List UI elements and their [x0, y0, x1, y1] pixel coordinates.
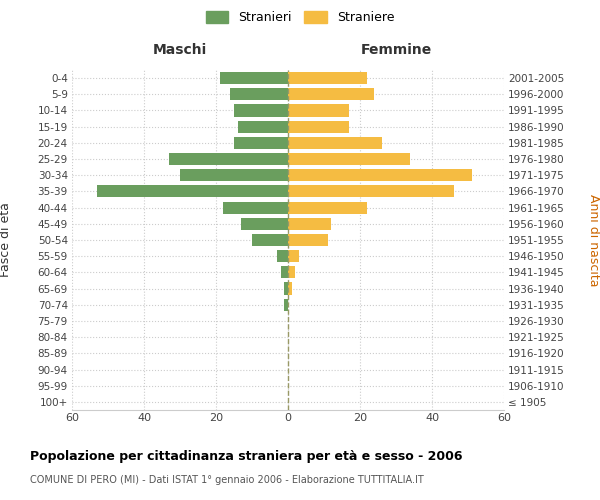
Bar: [234, 137, 288, 149]
Bar: [288, 72, 367, 84]
Text: COMUNE DI PERO (MI) - Dati ISTAT 1° gennaio 2006 - Elaborazione TUTTITALIA.IT: COMUNE DI PERO (MI) - Dati ISTAT 1° genn…: [30, 475, 424, 485]
Bar: [288, 120, 349, 132]
Bar: [288, 104, 349, 117]
Bar: [284, 298, 288, 311]
Bar: [288, 282, 292, 294]
Text: Femmine: Femmine: [361, 44, 431, 58]
Text: Fasce di età: Fasce di età: [0, 202, 13, 278]
Bar: [288, 137, 382, 149]
Bar: [223, 202, 288, 213]
Bar: [288, 153, 410, 165]
Bar: [169, 153, 288, 165]
Bar: [180, 169, 288, 181]
Bar: [238, 120, 288, 132]
Bar: [234, 104, 288, 117]
Text: Anni di nascita: Anni di nascita: [587, 194, 600, 286]
Text: Popolazione per cittadinanza straniera per età e sesso - 2006: Popolazione per cittadinanza straniera p…: [30, 450, 463, 463]
Bar: [288, 169, 472, 181]
Legend: Stranieri, Straniere: Stranieri, Straniere: [201, 6, 399, 29]
Bar: [288, 266, 295, 278]
Bar: [220, 72, 288, 84]
Bar: [288, 186, 454, 198]
Bar: [288, 250, 299, 262]
Bar: [252, 234, 288, 246]
Bar: [230, 88, 288, 101]
Bar: [241, 218, 288, 230]
Text: Maschi: Maschi: [153, 44, 207, 58]
Bar: [97, 186, 288, 198]
Bar: [281, 266, 288, 278]
Bar: [288, 202, 367, 213]
Bar: [288, 218, 331, 230]
Bar: [277, 250, 288, 262]
Bar: [288, 88, 374, 101]
Bar: [288, 234, 328, 246]
Bar: [284, 282, 288, 294]
